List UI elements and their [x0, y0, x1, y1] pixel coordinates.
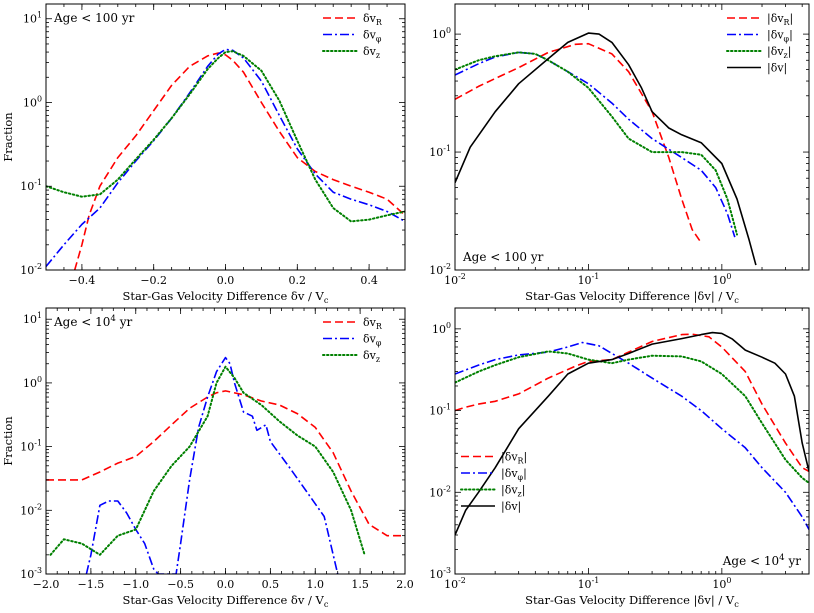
p3-series-line-3: [49, 365, 366, 556]
p2-y-tick-label: 10-2: [429, 262, 451, 277]
p1-series-line-1: [73, 52, 405, 270]
p3-x-tick-label: −1.0: [122, 578, 149, 591]
p2-legend-label: |δvR|: [767, 12, 793, 27]
p3-legend-label: δvz: [363, 349, 380, 364]
p1-y-tick-label: 10-1: [20, 178, 42, 193]
p1-y-tick-label: 10-2: [20, 262, 42, 277]
p1-series-line-2: [46, 48, 405, 268]
p4-x-tick-label: 10-2: [444, 576, 466, 591]
p2-x-tick-label: 100: [712, 272, 731, 287]
p4-y-tick-label: 100: [432, 321, 451, 336]
p2-legend-label: |δvφ|: [767, 29, 793, 44]
p1-x-tick-label: 0.2: [289, 274, 307, 287]
p2-series-line-2: [455, 51, 736, 238]
p3-x-tick-label: 0.5: [262, 578, 280, 591]
p3-series-line-2: [85, 356, 339, 574]
p4-series-line-1: [455, 333, 809, 473]
p1-x-tick-label: −0.2: [140, 274, 167, 287]
panel-p2: 10-2 10-1 100 10-2 10-1 100 Star-Gas Velocity …: [429, 3, 810, 305]
p3-series-line-1: [46, 390, 405, 537]
p4-x-tick-label: 10-1: [578, 576, 600, 591]
p4-frame: [454, 307, 810, 575]
p2-series-line-1: [455, 42, 702, 244]
p1-legend-label: δvz: [363, 45, 380, 60]
p1-panel-label: Age < 100 yr: [53, 11, 135, 25]
p4-panel-label: Age < 104 yr: [722, 553, 802, 568]
p3-x-tick-label: 1.0: [307, 578, 325, 591]
p3-y-tick-label: 100: [23, 375, 42, 390]
p4-series-line-4: [455, 331, 809, 536]
p3-x-tick-label: 0.0: [217, 578, 235, 591]
p3-y-tick-label: 10-2: [20, 502, 42, 517]
p2-y-tick-label: 10-1: [429, 144, 451, 159]
p3-frame: [45, 307, 406, 575]
p1-series-line-3: [46, 50, 405, 223]
p2-frame: [454, 3, 810, 271]
p3-y-tick-label: 10-3: [20, 566, 42, 581]
p3-x-axis-label: Star-Gas Velocity Difference δv / Vc: [123, 593, 329, 609]
p3-legend-label: δvφ: [363, 333, 382, 348]
p4-legend-label: |δvφ|: [501, 467, 527, 482]
p4-y-tick-label: 10-1: [429, 403, 451, 418]
p4-x-axis-label: Star-Gas Velocity Difference |δv| / Vc: [525, 593, 739, 609]
p2-x-tick-label: 10-1: [578, 272, 600, 287]
p1-x-tick-label: −0.4: [69, 274, 96, 287]
p1-legend-label: δvφ: [363, 29, 382, 44]
p3-x-tick-label: 1.5: [351, 578, 369, 591]
p2-series-line-3: [455, 51, 738, 236]
p3-x-tick-label: −2.0: [33, 578, 60, 591]
p4-y-tick-label: 10-3: [429, 566, 451, 581]
p2-legend-label: |δv|: [767, 62, 787, 76]
panel-p1: −0.4 −0.2 0.0 0.2 0.4 10-2 10-1 100 101 Star-Gas …: [1, 3, 406, 305]
p1-frame: [45, 3, 406, 271]
p4-series-line-3: [455, 350, 809, 484]
p4-legend-label: |δvR|: [501, 451, 527, 466]
p4-legend-label: |δv|: [501, 500, 521, 514]
p3-y-axis-label: Fraction: [1, 416, 15, 466]
p1-y-axis-label: Fraction: [1, 112, 15, 162]
p1-x-tick-label: 0.0: [217, 274, 235, 287]
p4-y-tick-label: 10-2: [429, 484, 451, 499]
p2-x-tick-label: 10-2: [444, 272, 466, 287]
p3-x-tick-label: −0.5: [167, 578, 194, 591]
p4-legend-label: |δvz|: [501, 484, 525, 499]
panel-p3: −2.0 −1.5 −1.0 −0.5 0.0 0.5 1.0 1.5 2.0 10-3 10-2 1…: [1, 307, 414, 609]
p2-y-tick-label: 100: [432, 26, 451, 41]
p1-legend-label: δvR: [363, 12, 383, 27]
p2-series-line-4: [455, 32, 757, 266]
p3-y-tick-label: 10-1: [20, 439, 42, 454]
p3-panel-label: Age < 104 yr: [53, 314, 133, 329]
p1-x-axis-label: Star-Gas Velocity Difference δv / Vc: [123, 289, 329, 305]
p3-x-tick-label: −1.5: [78, 578, 105, 591]
p1-y-tick-label: 100: [23, 94, 42, 109]
p4-series-line-2: [455, 341, 809, 530]
p3-x-tick-label: 2.0: [396, 578, 414, 591]
p3-y-tick-label: 101: [23, 311, 42, 326]
p2-x-axis-label: Star-Gas Velocity Difference |δv| / Vc: [525, 289, 739, 305]
p1-x-tick-label: 0.4: [360, 274, 378, 287]
p2-panel-label: Age < 100 yr: [462, 250, 544, 264]
p2-legend-label: |δvz|: [767, 45, 791, 60]
p1-y-tick-label: 101: [23, 11, 42, 26]
p4-x-tick-label: 100: [712, 576, 731, 591]
p3-legend-label: δvR: [363, 316, 383, 331]
